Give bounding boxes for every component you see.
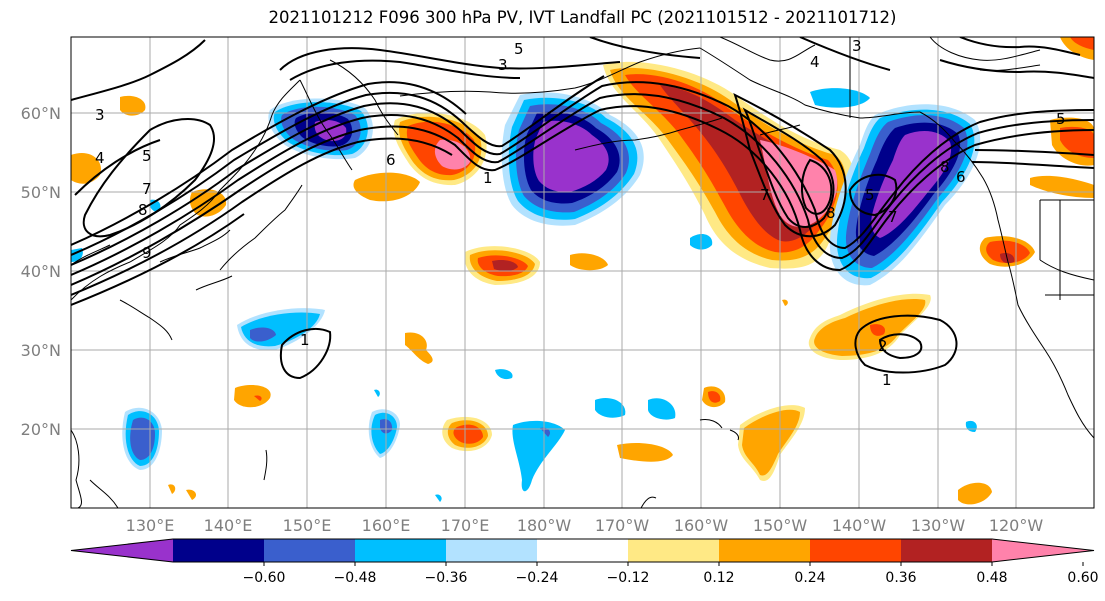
lon-label: 160°W [674, 516, 729, 535]
lon-label: 130°E [126, 516, 175, 535]
colorbar-segment [992, 539, 1094, 562]
contour-label: 2 [878, 337, 888, 355]
colorbar-tick-label: 0.36 [885, 570, 916, 586]
lat-label: 60°N [21, 104, 61, 123]
colorbar-segment [719, 539, 811, 562]
latitude-labels: 60°N 50°N 40°N 30°N 20°N [21, 104, 61, 439]
contour-label: 1 [300, 331, 310, 349]
contour-label: 3 [852, 37, 862, 55]
contour-label: 7 [760, 186, 770, 204]
colorbar: −0.60 −0.48 −0.36 −0.24 −0.12 0.12 0.24 0.36 0.4… [70, 538, 1099, 586]
colorbar-outline [70, 538, 1095, 563]
colorbar-segment [355, 539, 447, 562]
lon-label: 140°E [204, 516, 253, 535]
colorbar-segment [628, 539, 720, 562]
colorbar-segment [810, 539, 902, 562]
contour-label: 9 [142, 244, 152, 262]
contour-label: 3 [498, 56, 508, 74]
colorbar-ticks: −0.60 −0.48 −0.36 −0.24 −0.12 0.12 0.24 0.36 0.4… [243, 562, 1099, 586]
colorbar-segment [537, 539, 629, 562]
lon-label: 140°W [832, 516, 887, 535]
contour-label: 3 [95, 106, 105, 124]
contour-labels: 5 3 3 4 5 7 8 9 6 1 3 4 7 8 5 7 8 6 5 1 … [95, 37, 1066, 389]
lon-label: 170°W [595, 516, 650, 535]
lat-label: 20°N [21, 420, 61, 439]
contour-label: 5 [865, 186, 875, 204]
lat-label: 30°N [21, 341, 61, 360]
colorbar-tick-label: 0.48 [976, 570, 1007, 586]
contour-label: 8 [940, 158, 950, 176]
lon-label: 170°E [441, 516, 490, 535]
colorbar-tick-label: 0.60 [1067, 570, 1098, 586]
colorbar-tick-label: −0.36 [425, 570, 468, 586]
contour-label: 1 [483, 169, 493, 187]
colorbar-segment [264, 539, 356, 562]
colorbar-segment [173, 539, 265, 562]
colorbar-tick-label: 0.24 [794, 570, 825, 586]
colorbar-segments [70, 538, 1095, 563]
colorbar-tick-label: −0.12 [607, 570, 650, 586]
contour-label: 1 [882, 371, 892, 389]
contour-label: 6 [386, 151, 396, 169]
contour-label: 5 [142, 147, 152, 165]
contour-label: 6 [956, 168, 966, 186]
lon-label: 150°W [753, 516, 808, 535]
colorbar-tick-label: −0.60 [243, 570, 286, 586]
lat-lon-grid [71, 37, 1094, 508]
pv-contours [71, 37, 1094, 380]
lon-label: 180°W [517, 516, 572, 535]
lon-label: 150°E [283, 516, 332, 535]
contour-label: 4 [810, 53, 820, 71]
longitude-labels: 130°E 140°E 150°E 160°E 170°E 180°W 170°… [126, 516, 1044, 535]
map-title: 2021101212 F096 300 hPa PV, IVT Landfall… [268, 8, 897, 27]
lat-label: 40°N [21, 262, 61, 281]
colorbar-segment [446, 539, 538, 562]
colorbar-tick-label: −0.24 [516, 570, 559, 586]
contour-label: 5 [1056, 110, 1066, 128]
map-frame [70, 36, 1095, 509]
colorbar-tick-label: 0.12 [703, 570, 734, 586]
lon-label: 130°W [911, 516, 966, 535]
contour-label: 4 [95, 149, 105, 167]
contour-label: 7 [142, 180, 152, 198]
contour-label: 5 [514, 40, 524, 58]
contour-label: 7 [888, 208, 898, 226]
negative-anomaly-shading [71, 88, 981, 502]
contour-label: 8 [138, 201, 148, 219]
map-plot-area: 5 3 3 4 5 7 8 9 6 1 3 4 7 8 5 7 8 6 5 1 … [71, 37, 1094, 508]
colorbar-segment [71, 539, 173, 562]
lon-label: 160°E [362, 516, 411, 535]
lat-label: 50°N [21, 183, 61, 202]
contour-label: 8 [826, 204, 836, 222]
lon-label: 120°W [989, 516, 1044, 535]
colorbar-segment [901, 539, 993, 562]
colorbar-tick-label: −0.48 [334, 570, 377, 586]
